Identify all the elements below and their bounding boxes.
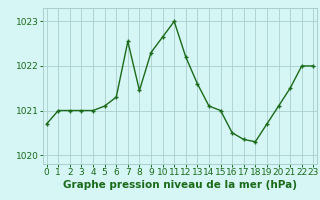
X-axis label: Graphe pression niveau de la mer (hPa): Graphe pression niveau de la mer (hPa) — [63, 180, 297, 190]
